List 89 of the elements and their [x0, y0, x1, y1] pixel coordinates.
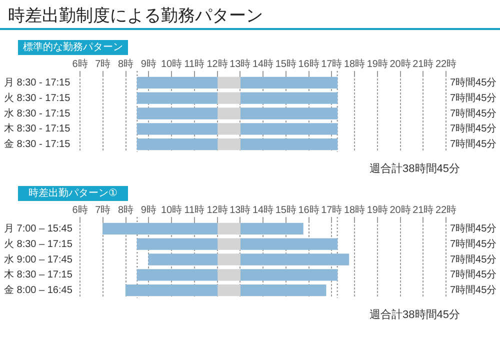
bar: [148, 254, 218, 266]
x-tick-label: 15時: [275, 204, 296, 216]
bar: [240, 222, 304, 235]
x-tick-label: 22時: [435, 58, 457, 70]
x-tick-label: 18時: [344, 204, 366, 216]
bar: [136, 92, 218, 104]
bar: [240, 138, 338, 150]
x-tick-label: 20時: [390, 58, 411, 70]
x-tick-label: 17時: [321, 204, 342, 216]
text: 7時間45分: [450, 107, 497, 120]
text: 7時間45分: [450, 222, 497, 234]
bar: [216, 238, 240, 250]
bar: [136, 76, 218, 89]
bar: [102, 222, 218, 235]
bar: [216, 108, 240, 120]
bar: [240, 238, 338, 250]
bar: [240, 284, 326, 296]
x-tick-label: 11時: [184, 58, 205, 70]
y-tick-label: 月 8:30 - 17:15: [4, 77, 71, 88]
x-tick-label: 9時: [140, 204, 156, 216]
y-tick-label: 木 8:30 - 17:15: [4, 122, 71, 135]
x-tick-label: 16時: [298, 58, 320, 70]
chart-title: 時差出勤パターン①: [18, 186, 128, 201]
x-tick-label: 15時: [275, 58, 296, 70]
y-tick-label: 水 9:00 – 17:45: [4, 253, 73, 266]
x-tick-label: 17時: [321, 58, 342, 70]
text: 週合計38時間45分: [368, 162, 461, 176]
bar: [136, 269, 218, 281]
text: 7時間45分: [450, 76, 497, 88]
x-tick-label: 12時: [206, 58, 228, 70]
x-tick-label: 21時: [412, 204, 434, 216]
y-tick-label: 金 8:30 - 17:15: [4, 138, 71, 150]
y-tick-label: 金 8:00 – 16:45: [4, 284, 73, 296]
bar: [216, 92, 240, 104]
bar: [216, 76, 240, 89]
bar: [240, 92, 338, 104]
bar: [216, 284, 240, 296]
x-tick-label: 13時: [230, 58, 251, 70]
bar: [216, 123, 240, 135]
bar: [136, 108, 218, 120]
bar: [136, 238, 218, 250]
text: 7時間45分: [450, 238, 497, 250]
bar: [216, 222, 240, 235]
x-tick-label: 19時: [366, 58, 388, 70]
text: 7時間45分: [450, 253, 497, 266]
x-tick-label: 18時: [344, 58, 366, 70]
x-tick-label: 21時: [412, 58, 434, 70]
x-tick-label: 20時: [390, 204, 411, 216]
bar: [216, 138, 240, 150]
x-tick-label: 8時: [118, 204, 134, 216]
x-tick-label: 16時: [298, 204, 320, 216]
bar: [136, 138, 218, 150]
text: 7時間45分: [450, 138, 497, 150]
chart-title: 時差出勤制度による勤務パターン: [7, 5, 264, 27]
y-tick-label: 木 8:30 – 17:15: [4, 268, 73, 281]
x-tick-label: 14時: [252, 204, 274, 216]
x-tick-label: 9時: [140, 58, 156, 70]
text: 7時間45分: [450, 284, 497, 296]
text: 週合計38時間45分: [368, 308, 461, 322]
x-tick-label: 7時: [95, 204, 111, 216]
bar: [240, 269, 338, 281]
x-tick-label: 19時: [366, 204, 388, 216]
y-tick-label: 月 7:00 – 15:45: [4, 223, 73, 234]
bar: [240, 254, 350, 266]
x-tick-label: 8時: [118, 58, 134, 70]
text: 7時間45分: [450, 122, 497, 135]
bar: [216, 254, 240, 266]
x-tick-label: 7時: [95, 58, 111, 70]
x-tick-label: 6時: [72, 204, 88, 216]
chart-subtitle: 標準的な勤務パターン: [18, 40, 128, 55]
y-tick-label: 火 8:30 - 17:15: [4, 92, 71, 104]
x-tick-label: 13時: [230, 204, 251, 216]
text: 7時間45分: [450, 268, 497, 281]
x-tick-label: 11時: [184, 204, 205, 216]
bar: [216, 269, 240, 281]
x-tick-label: 22時: [435, 204, 457, 216]
x-tick-label: 10時: [160, 58, 182, 70]
y-tick-label: 火 8:30 – 17:15: [4, 238, 73, 250]
y-tick-label: 水 8:30 - 17:15: [4, 107, 71, 120]
x-tick-label: 10時: [160, 204, 182, 216]
bar: [125, 284, 218, 296]
bar: [240, 123, 338, 135]
text: 7時間45分: [450, 92, 497, 104]
x-tick-label: 12時: [206, 204, 228, 216]
bar: [136, 123, 218, 135]
x-tick-label: 14時: [252, 58, 274, 70]
bar: [240, 108, 338, 120]
bar: [240, 76, 338, 89]
x-tick-label: 6時: [72, 58, 88, 70]
